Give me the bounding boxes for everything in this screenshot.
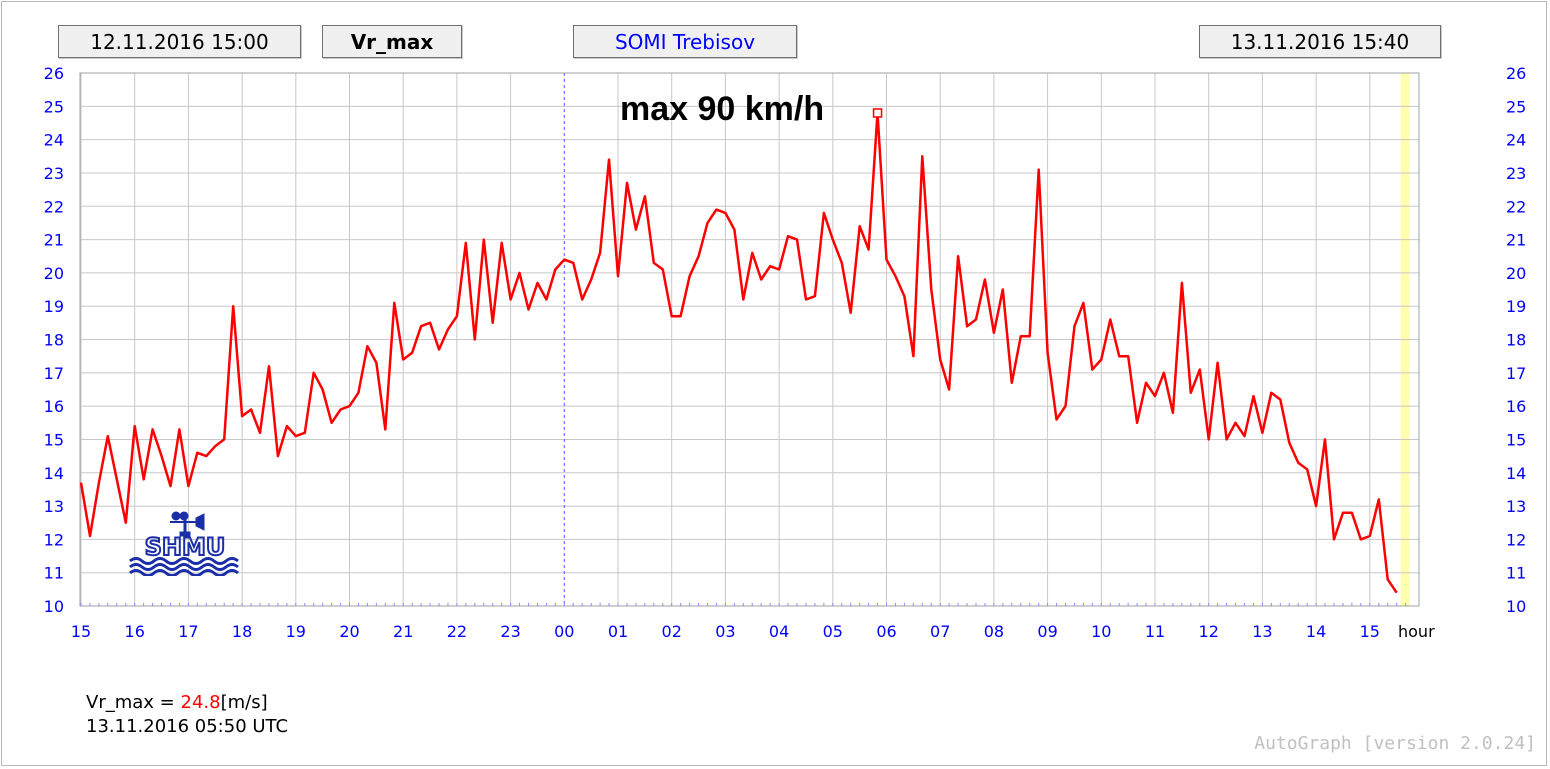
- y-tick-label-right: 17: [1506, 364, 1526, 383]
- y-tick-label-left: 13: [44, 497, 64, 516]
- x-tick-label: 07: [930, 622, 950, 641]
- plot-frame: [79, 72, 1420, 607]
- parameter-box: Vr_max: [322, 25, 462, 58]
- y-tick-label-right: 10: [1506, 597, 1526, 616]
- y-tick-label-left: 23: [44, 164, 64, 183]
- start-time-box: 12.11.2016 15:00: [58, 25, 301, 58]
- x-tick-label: 18: [232, 622, 252, 641]
- y-tick-label-right: 11: [1506, 564, 1526, 583]
- station-label: SOMI Trebisov: [614, 29, 756, 54]
- y-tick-label-left: 22: [44, 197, 64, 216]
- y-tick-label-right: 14: [1506, 464, 1526, 483]
- y-tick-label-right: 20: [1506, 264, 1526, 283]
- y-tick-label-left: 16: [44, 397, 64, 416]
- x-tick-label: 21: [393, 622, 413, 641]
- x-tick-label: 13: [1252, 622, 1272, 641]
- x-tick-label: 03: [715, 622, 735, 641]
- y-tick-label-right: 23: [1506, 164, 1526, 183]
- x-tick-label: 20: [339, 622, 359, 641]
- y-tick-label-right: 25: [1506, 97, 1526, 116]
- parameter-label: Vr_max: [350, 29, 434, 54]
- y-tick-label-left: 17: [44, 364, 64, 383]
- x-tick-label: 23: [500, 622, 520, 641]
- y-tick-label-left: 10: [44, 597, 64, 616]
- square-marker-icon: [872, 108, 883, 118]
- x-tick-label: 08: [984, 622, 1004, 641]
- y-tick-label-right: 22: [1506, 197, 1526, 216]
- x-axis-unit: hour: [1398, 622, 1435, 641]
- x-tick-label: 15: [71, 622, 91, 641]
- x-tick-label: 06: [876, 622, 896, 641]
- x-tick-label: 19: [286, 622, 306, 641]
- y-tick-label-left: 21: [44, 231, 64, 250]
- y-tick-label-left: 24: [44, 131, 64, 150]
- y-tick-label-right: 16: [1506, 397, 1526, 416]
- logo-text: SHMU: [145, 533, 226, 561]
- y-tick-label-right: 26: [1506, 64, 1526, 83]
- readout-line: Vr_max = 24.8[m/s]: [86, 691, 288, 715]
- y-tick-label-left: 20: [44, 264, 64, 283]
- y-tick-label-right: 24: [1506, 131, 1526, 150]
- readout-unit: [m/s]: [220, 692, 268, 713]
- y-tick-label-left: 18: [44, 331, 64, 350]
- station-box: SOMI Trebisov: [573, 25, 797, 58]
- x-tick-label: 16: [125, 622, 145, 641]
- y-tick-label-left: 12: [44, 530, 64, 549]
- version-label: AutoGraph [version 2.0.24]: [1254, 733, 1536, 754]
- start-time-label: 12.11.2016 15:00: [90, 29, 269, 54]
- end-time-label: 13.11.2016 15:40: [1230, 29, 1410, 54]
- y-tick-label-right: 15: [1506, 430, 1526, 449]
- max-annotation: max 90 km/h: [620, 90, 824, 128]
- x-tick-label: 14: [1306, 622, 1326, 641]
- y-tick-label-left: 15: [44, 430, 64, 449]
- y-tick-label-left: 19: [44, 297, 64, 316]
- y-tick-label-right: 19: [1506, 297, 1526, 316]
- end-time-box: 13.11.2016 15:40: [1199, 25, 1441, 58]
- x-tick-label: 11: [1145, 622, 1165, 641]
- y-tick-label-left: 25: [44, 97, 64, 116]
- y-tick-label-right: 21: [1506, 231, 1526, 250]
- x-tick-label: 15: [1360, 622, 1380, 641]
- y-tick-label-left: 14: [44, 464, 64, 483]
- x-tick-label: 22: [447, 622, 467, 641]
- readout-equals: =: [159, 692, 175, 713]
- x-tick-label: 00: [554, 622, 574, 641]
- x-tick-label: 10: [1091, 622, 1111, 641]
- value-readout: Vr_max = 24.8[m/s] 13.11.2016 05:50 UTC: [86, 691, 288, 739]
- series-line-vr-max: [79, 111, 1398, 594]
- x-tick-label: 02: [662, 622, 682, 641]
- x-tick-label: 01: [608, 622, 628, 641]
- x-tick-label: 17: [178, 622, 198, 641]
- readout-value: 24.8: [180, 692, 221, 713]
- x-tick-label: 04: [769, 622, 789, 641]
- readout-timestamp: 13.11.2016 05:50 UTC: [86, 716, 289, 737]
- shmu-logo-icon: SHMU: [129, 511, 239, 576]
- y-tick-label-left: 26: [44, 64, 64, 83]
- y-tick-label-right: 12: [1506, 530, 1526, 549]
- x-tick-label: 05: [823, 622, 843, 641]
- x-tick-label: 12: [1199, 622, 1219, 641]
- y-tick-label-right: 13: [1506, 497, 1526, 516]
- y-tick-label-right: 18: [1506, 331, 1526, 350]
- x-tick-label: 09: [1037, 622, 1057, 641]
- y-tick-label-left: 11: [44, 564, 64, 583]
- readout-name: Vr_max: [86, 692, 154, 713]
